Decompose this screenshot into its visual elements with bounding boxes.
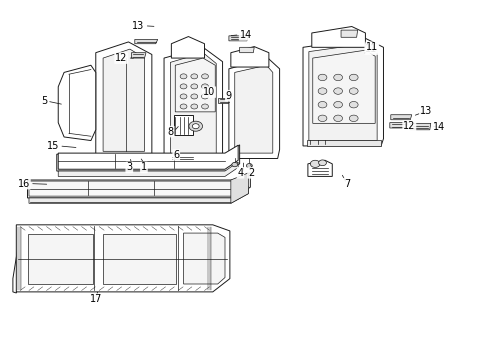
Text: 14: 14 <box>432 122 445 132</box>
Circle shape <box>333 74 342 81</box>
Polygon shape <box>217 98 230 103</box>
Text: 11: 11 <box>366 42 378 52</box>
Polygon shape <box>234 65 272 153</box>
Polygon shape <box>303 39 383 146</box>
Polygon shape <box>389 123 407 128</box>
Polygon shape <box>340 30 357 37</box>
Text: 4: 4 <box>237 168 243 178</box>
Polygon shape <box>173 116 193 135</box>
Polygon shape <box>230 173 248 203</box>
Text: 15: 15 <box>47 141 59 151</box>
Text: 16: 16 <box>18 179 30 189</box>
Polygon shape <box>29 188 248 203</box>
Text: 12: 12 <box>402 121 415 131</box>
Polygon shape <box>103 234 176 284</box>
Circle shape <box>190 104 197 109</box>
Circle shape <box>348 74 357 81</box>
Polygon shape <box>135 40 158 44</box>
Circle shape <box>333 88 342 94</box>
Polygon shape <box>171 37 204 58</box>
Circle shape <box>318 115 326 122</box>
Circle shape <box>180 84 186 89</box>
Polygon shape <box>96 42 152 158</box>
Polygon shape <box>307 160 331 176</box>
Circle shape <box>190 84 197 89</box>
Text: 10: 10 <box>203 87 215 97</box>
Text: 3: 3 <box>126 162 132 172</box>
Circle shape <box>246 163 252 168</box>
Polygon shape <box>183 233 224 284</box>
Polygon shape <box>16 225 229 292</box>
Circle shape <box>180 94 186 99</box>
Text: 9: 9 <box>225 91 231 101</box>
Text: 14: 14 <box>239 30 251 40</box>
Text: 6: 6 <box>173 150 179 160</box>
Polygon shape <box>170 53 216 157</box>
Polygon shape <box>58 145 238 169</box>
Circle shape <box>318 74 326 81</box>
Polygon shape <box>308 44 376 140</box>
Text: 17: 17 <box>89 294 102 304</box>
Text: 1: 1 <box>141 162 147 172</box>
Polygon shape <box>175 58 215 112</box>
Polygon shape <box>13 230 31 293</box>
Circle shape <box>180 104 186 109</box>
Polygon shape <box>131 53 146 58</box>
Text: 11: 11 <box>365 44 377 54</box>
Circle shape <box>348 88 357 94</box>
Polygon shape <box>163 47 222 162</box>
Polygon shape <box>27 173 250 198</box>
Circle shape <box>190 74 197 79</box>
Polygon shape <box>168 155 195 162</box>
Text: 7: 7 <box>343 179 349 189</box>
Text: 12: 12 <box>115 53 127 63</box>
Circle shape <box>201 74 208 79</box>
Polygon shape <box>228 36 248 41</box>
Circle shape <box>333 102 342 108</box>
Polygon shape <box>27 234 93 284</box>
Circle shape <box>310 160 320 167</box>
Circle shape <box>348 115 357 122</box>
Polygon shape <box>101 153 152 160</box>
Text: 2: 2 <box>247 168 254 178</box>
Polygon shape <box>409 123 430 130</box>
Circle shape <box>201 84 208 89</box>
Text: 13: 13 <box>132 21 144 31</box>
Circle shape <box>333 115 342 122</box>
Circle shape <box>190 94 197 99</box>
Polygon shape <box>57 145 239 171</box>
Text: 5: 5 <box>41 96 47 106</box>
Polygon shape <box>58 162 238 176</box>
Circle shape <box>318 88 326 94</box>
Circle shape <box>180 74 186 79</box>
Polygon shape <box>58 65 96 140</box>
Polygon shape <box>29 181 248 196</box>
Circle shape <box>231 162 237 167</box>
Polygon shape <box>390 115 411 120</box>
Polygon shape <box>311 27 365 47</box>
Circle shape <box>188 121 202 131</box>
Polygon shape <box>239 47 254 53</box>
Text: 13: 13 <box>419 106 431 116</box>
Polygon shape <box>103 49 144 151</box>
Polygon shape <box>306 140 380 146</box>
Circle shape <box>201 104 208 109</box>
Polygon shape <box>228 58 279 158</box>
Circle shape <box>318 102 326 108</box>
Circle shape <box>192 124 199 129</box>
Polygon shape <box>230 46 268 67</box>
Text: 8: 8 <box>167 127 173 136</box>
Circle shape <box>348 102 357 108</box>
Circle shape <box>318 160 326 166</box>
Circle shape <box>201 94 208 99</box>
Polygon shape <box>312 50 374 123</box>
